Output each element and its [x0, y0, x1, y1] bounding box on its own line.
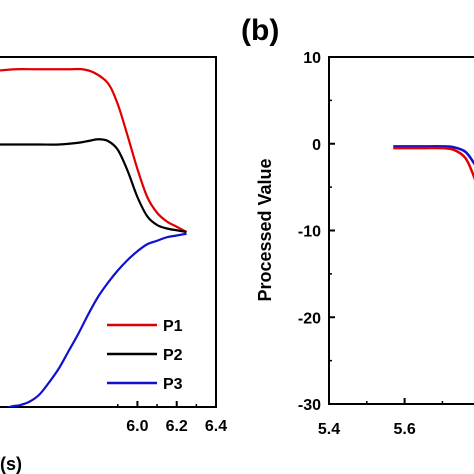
- panel-b-y-tick-label: 0: [312, 137, 321, 154]
- panel-b-y-axis-label: Processed Value: [255, 158, 275, 301]
- panel-b-y-tick-label: -30: [298, 397, 321, 414]
- panel-b-series-line-1: [393, 145, 474, 166]
- panel-a-x-tick-label: 6.4: [205, 418, 227, 435]
- panel-a-x-tick-label: 6.0: [126, 418, 148, 435]
- series-line-p3: [7, 232, 187, 407]
- panel-b-x-tick-label: 5.4: [318, 421, 340, 438]
- legend-label-p2: P2: [163, 347, 183, 364]
- panel-b-y-tick-label: 10: [303, 50, 321, 67]
- series-line-p2: [0, 138, 187, 234]
- panel-b-series-line-2: [393, 146, 474, 181]
- panel-a-x-axis-label: (s): [0, 454, 22, 474]
- panel-a-axis-frame: [0, 56, 217, 408]
- legend-label-p3: P3: [163, 376, 183, 393]
- panel-a-x-tick-label: 6.2: [166, 418, 188, 435]
- legend-label-p1: P1: [163, 318, 183, 335]
- panel-b-y-tick-label: -10: [298, 224, 321, 241]
- panel-b-label: (b): [241, 14, 279, 47]
- panel-b-chart: (b)100-10-20-305.45.65Processed Value: [241, 14, 474, 438]
- panel-b-axis-frame: [328, 56, 474, 405]
- panel-a-chart: 6.0 6.2 6.4 (s) P1 P2 P3: [0, 56, 227, 474]
- panel-b-x-tick-label: 5.6: [393, 421, 415, 438]
- panel-b-y-tick-label: -20: [298, 310, 321, 327]
- series-line-p1: [0, 67, 188, 233]
